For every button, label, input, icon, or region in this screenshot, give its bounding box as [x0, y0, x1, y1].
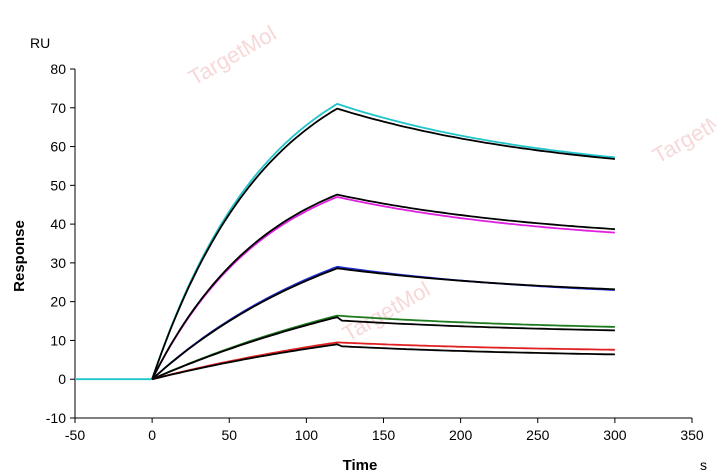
y-tick-label: 70: [50, 100, 66, 116]
axes: -10 0 10 20 30 40 50 60 70 80 -50 0 50 100 150 200 250 30…: [46, 61, 704, 443]
series-line-red: [151, 341, 615, 381]
y-tick-label: 20: [50, 294, 66, 310]
watermarks: TargetMol TargetMol TargetMol: [184, 21, 716, 347]
watermark-text: TargetMol: [648, 99, 716, 169]
x-tick-label: -50: [65, 427, 85, 443]
watermark-text: TargetMol: [338, 277, 434, 347]
y-tick-label: 10: [50, 332, 66, 348]
series-line-magenta: [151, 196, 615, 380]
x-tick-label: 300: [603, 427, 627, 443]
x-unit-label: s: [700, 457, 707, 472]
x-tick-label: 100: [295, 427, 319, 443]
y-tick-label: 30: [50, 255, 66, 271]
y-tick-label: 40: [50, 216, 66, 232]
x-tick-label: 250: [526, 427, 550, 443]
x-tick-label: 200: [449, 427, 473, 443]
y-tick-label: -10: [46, 410, 66, 426]
y-tick-label: 0: [58, 371, 66, 387]
y-tick-label: 80: [50, 61, 66, 77]
series-line-red-fit: [151, 343, 615, 381]
series-line-cyan: [75, 103, 615, 381]
x-tick-label: 150: [372, 427, 396, 443]
x-tick-label: 0: [148, 427, 156, 443]
series-line-magenta-fit: [151, 193, 615, 380]
y-unit-label: RU: [30, 35, 50, 51]
x-tick-label: 50: [221, 427, 237, 443]
x-axis-title: Time: [343, 457, 378, 472]
watermark-text: TargetMol: [184, 21, 280, 91]
series-line-cyan-fit: [151, 107, 615, 380]
y-tick-label: 60: [50, 139, 66, 155]
series-line-green-fit: [151, 316, 615, 381]
y-axis-title: Response: [11, 220, 28, 292]
x-tick-label: 350: [680, 427, 704, 443]
series-group: [75, 103, 615, 381]
y-tick-label: 50: [50, 177, 66, 193]
series-line-blue-fit: [151, 267, 615, 380]
